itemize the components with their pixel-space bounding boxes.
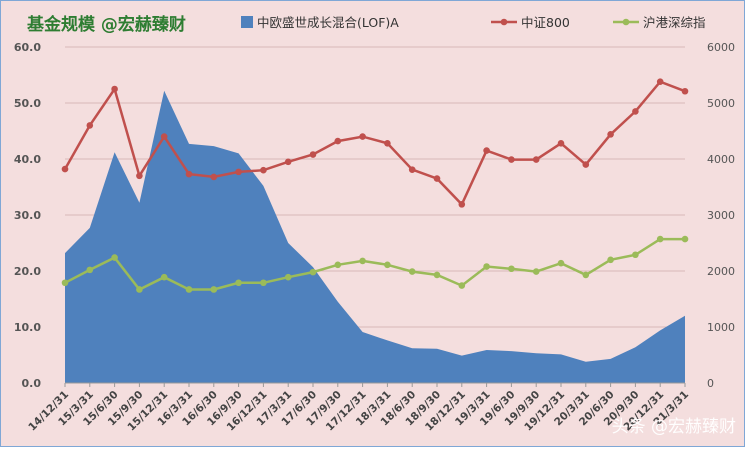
data-point <box>136 172 143 180</box>
data-point <box>359 257 366 265</box>
data-point <box>483 263 490 270</box>
data-point <box>384 140 391 147</box>
right-axis-tick: 6000 <box>707 41 735 54</box>
data-point <box>136 286 143 293</box>
data-point <box>508 265 515 273</box>
legend-label: 中证800 <box>521 15 570 30</box>
legend-swatch-marker <box>500 18 508 26</box>
legend-label: 中欧盛世成长混合(LOF)A <box>257 15 399 30</box>
data-point <box>433 271 441 279</box>
data-point <box>681 235 689 243</box>
legend-swatch-marker <box>622 18 630 26</box>
data-point <box>86 266 94 274</box>
data-point <box>235 279 242 287</box>
data-point <box>458 201 466 208</box>
data-point <box>235 168 242 176</box>
watermark: 头条 @宏赫臻财 <box>612 417 736 437</box>
data-point <box>408 166 416 173</box>
line-layer <box>61 78 689 293</box>
data-point <box>656 78 664 86</box>
area-layer <box>65 90 685 383</box>
legend-label: 沪港深综指 <box>643 15 706 30</box>
data-point <box>532 156 540 163</box>
data-point <box>532 268 540 275</box>
data-point <box>632 108 639 115</box>
data-point <box>185 170 193 178</box>
data-point <box>309 268 317 276</box>
data-point <box>557 140 565 147</box>
series-line-0 <box>63 80 686 207</box>
data-point <box>160 133 168 140</box>
data-point <box>508 156 515 163</box>
data-point <box>86 122 94 129</box>
right-axis-tick: 0 <box>707 377 714 390</box>
data-point <box>334 261 342 269</box>
data-point <box>607 131 614 138</box>
data-point <box>582 271 590 279</box>
data-point <box>309 151 317 158</box>
series-area-fund-scale <box>65 90 685 383</box>
left-axis-tick: 40.0 <box>14 153 41 166</box>
data-point <box>557 259 565 267</box>
right-axis-tick: 5000 <box>707 97 735 110</box>
data-point <box>681 87 689 95</box>
data-point <box>160 273 168 281</box>
data-point <box>458 282 466 289</box>
right-axis-tick: 2000 <box>707 265 735 278</box>
left-axis-tick: 60.0 <box>14 41 41 54</box>
data-point <box>284 273 292 281</box>
data-point <box>260 166 267 174</box>
axes <box>64 382 686 387</box>
data-point <box>111 254 118 261</box>
data-point <box>185 286 193 293</box>
data-point <box>656 235 664 243</box>
data-point <box>359 133 366 140</box>
data-point <box>483 147 490 154</box>
left-axis-tick: 10.0 <box>14 321 41 334</box>
data-point <box>334 137 342 145</box>
left-axis-tick: 50.0 <box>14 97 41 110</box>
data-point <box>61 279 69 287</box>
data-point <box>433 175 441 182</box>
data-point <box>408 268 416 275</box>
data-point <box>284 158 292 166</box>
data-point <box>210 286 218 293</box>
data-point <box>111 85 118 93</box>
data-point <box>582 161 590 168</box>
left-axis-tick: 0.0 <box>22 377 42 390</box>
data-point <box>260 279 267 287</box>
right-axis-tick: 3000 <box>707 209 735 222</box>
right-axis-tick: 1000 <box>707 321 735 334</box>
data-point <box>384 261 391 269</box>
chart-title: 基金规模 @宏赫臻财 <box>26 14 186 35</box>
data-point <box>210 173 218 181</box>
data-point <box>632 251 639 259</box>
legend-swatch <box>241 16 253 28</box>
left-axis-tick: 30.0 <box>14 209 41 222</box>
data-point <box>61 165 69 173</box>
right-axis-tick: 4000 <box>707 153 735 166</box>
left-axis-tick: 20.0 <box>14 265 41 278</box>
legend: 中欧盛世成长混合(LOF)A 中证800 沪港深综指 <box>241 15 706 30</box>
series-line-1 <box>64 237 685 292</box>
data-point <box>607 256 614 264</box>
